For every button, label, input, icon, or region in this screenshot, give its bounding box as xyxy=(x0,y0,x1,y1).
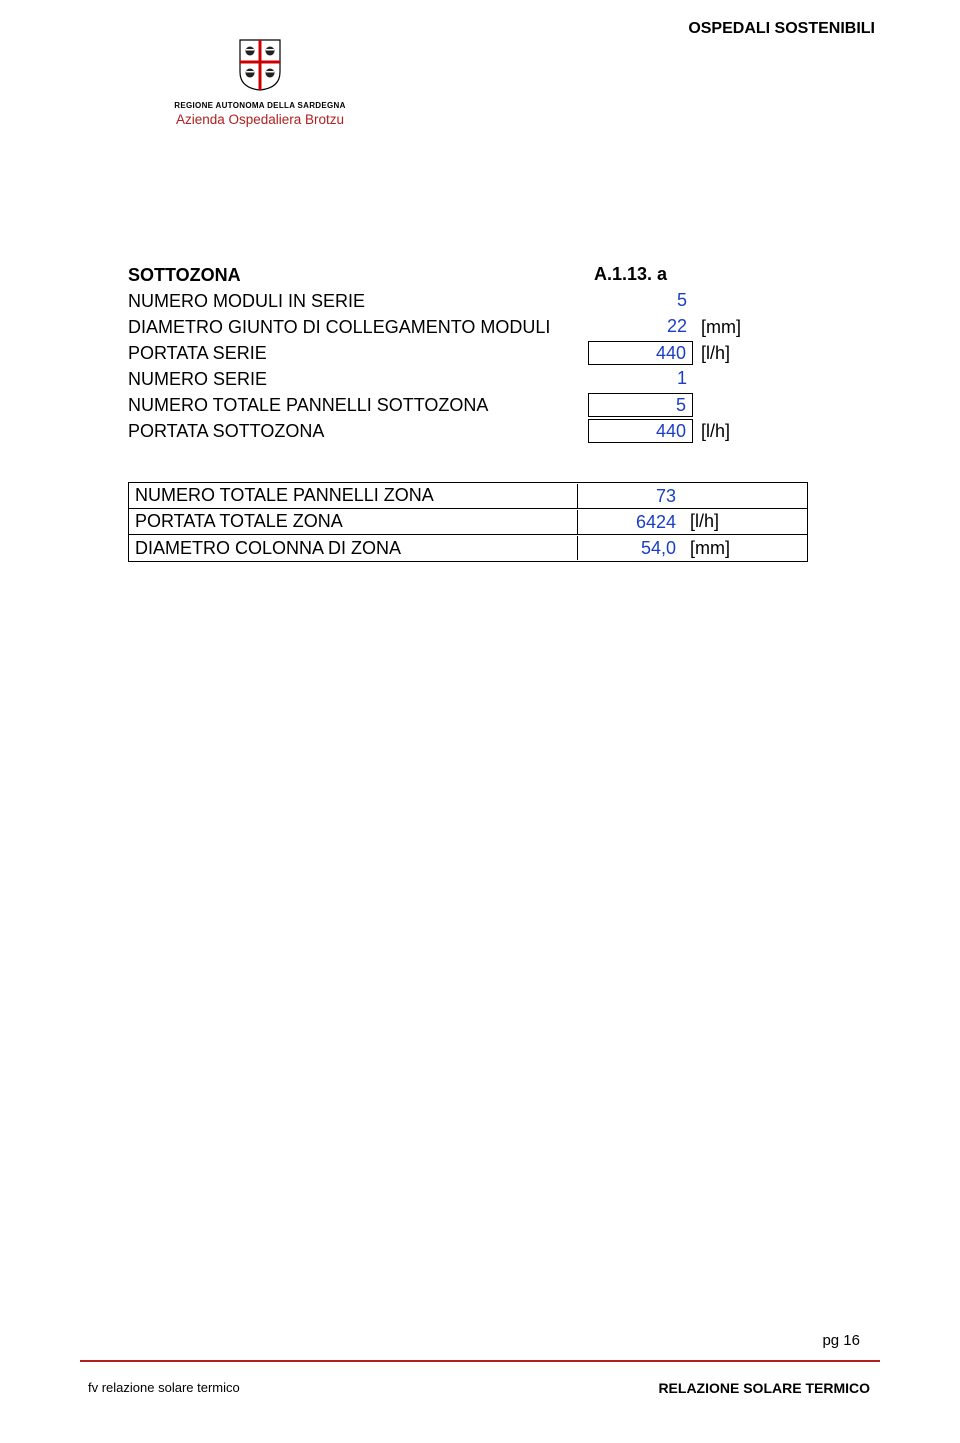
sardegna-crest-icon xyxy=(238,38,282,92)
row-unit: [l/h] xyxy=(682,511,742,532)
project-title: OSPEDALI SOSTENIBILI xyxy=(688,20,875,38)
table-row: NUMERO TOTALE PANNELLI SOTTOZONA 5 xyxy=(128,392,838,418)
zona-summary: NUMERO TOTALE PANNELLI ZONA 73 PORTATA T… xyxy=(128,482,808,562)
row-label: NUMERO TOTALE PANNELLI SOTTOZONA xyxy=(128,395,588,416)
table-row: PORTATA TOTALE ZONA 6424 [l/h] xyxy=(129,509,807,535)
page-number: pg 16 xyxy=(822,1332,860,1349)
table-row: DIAMETRO COLONNA DI ZONA 54,0 [mm] xyxy=(129,535,807,561)
footer-left-text: fv relazione solare termico xyxy=(88,1380,240,1395)
table-row: NUMERO MODULI IN SERIE 5 xyxy=(128,288,838,314)
row-unit: [l/h] xyxy=(693,343,753,364)
row-label: PORTATA TOTALE ZONA xyxy=(129,511,577,532)
content-block: SOTTOZONA A.1.13. a NUMERO MODULI IN SER… xyxy=(128,262,838,562)
row-value: 5 xyxy=(588,289,693,313)
row-value: 1 xyxy=(588,367,693,391)
row-label: NUMERO MODULI IN SERIE xyxy=(128,291,588,312)
sottozona-title-value: A.1.13. a xyxy=(588,263,693,287)
logo-block: REGIONE AUTONOMA DELLA SARDEGNA Azienda … xyxy=(170,38,350,127)
row-label: DIAMETRO GIUNTO DI COLLEGAMENTO MODULI xyxy=(128,317,588,338)
row-label: PORTATA SERIE xyxy=(128,343,588,364)
org-name: Azienda Ospedaliera Brotzu xyxy=(170,112,350,127)
row-value: 440 xyxy=(588,419,693,443)
table-row: NUMERO TOTALE PANNELLI ZONA 73 xyxy=(129,483,807,509)
row-value: 54,0 xyxy=(577,536,682,560)
row-label: DIAMETRO COLONNA DI ZONA xyxy=(129,538,577,559)
row-value: 440 xyxy=(588,341,693,365)
table-row: NUMERO SERIE 1 xyxy=(128,366,838,392)
row-value: 6424 xyxy=(577,510,682,534)
row-value: 73 xyxy=(577,484,682,508)
row-value: 5 xyxy=(588,393,693,417)
row-unit: [mm] xyxy=(682,538,742,559)
row-unit: [l/h] xyxy=(693,421,753,442)
row-label: NUMERO SERIE xyxy=(128,369,588,390)
sottozona-title-row: SOTTOZONA A.1.13. a xyxy=(128,262,838,288)
row-label: PORTATA SOTTOZONA xyxy=(128,421,588,442)
row-value: 22 xyxy=(588,315,693,339)
row-unit: [mm] xyxy=(693,317,753,338)
footer-divider xyxy=(80,1360,880,1362)
row-label: NUMERO TOTALE PANNELLI ZONA xyxy=(129,485,577,506)
table-row: PORTATA SERIE 440 [l/h] xyxy=(128,340,838,366)
region-label: REGIONE AUTONOMA DELLA SARDEGNA xyxy=(170,101,350,110)
table-row: PORTATA SOTTOZONA 440 [l/h] xyxy=(128,418,838,444)
sottozona-title-label: SOTTOZONA xyxy=(128,265,588,286)
table-row: DIAMETRO GIUNTO DI COLLEGAMENTO MODULI 2… xyxy=(128,314,838,340)
footer-right-text: RELAZIONE SOLARE TERMICO xyxy=(658,1380,870,1396)
